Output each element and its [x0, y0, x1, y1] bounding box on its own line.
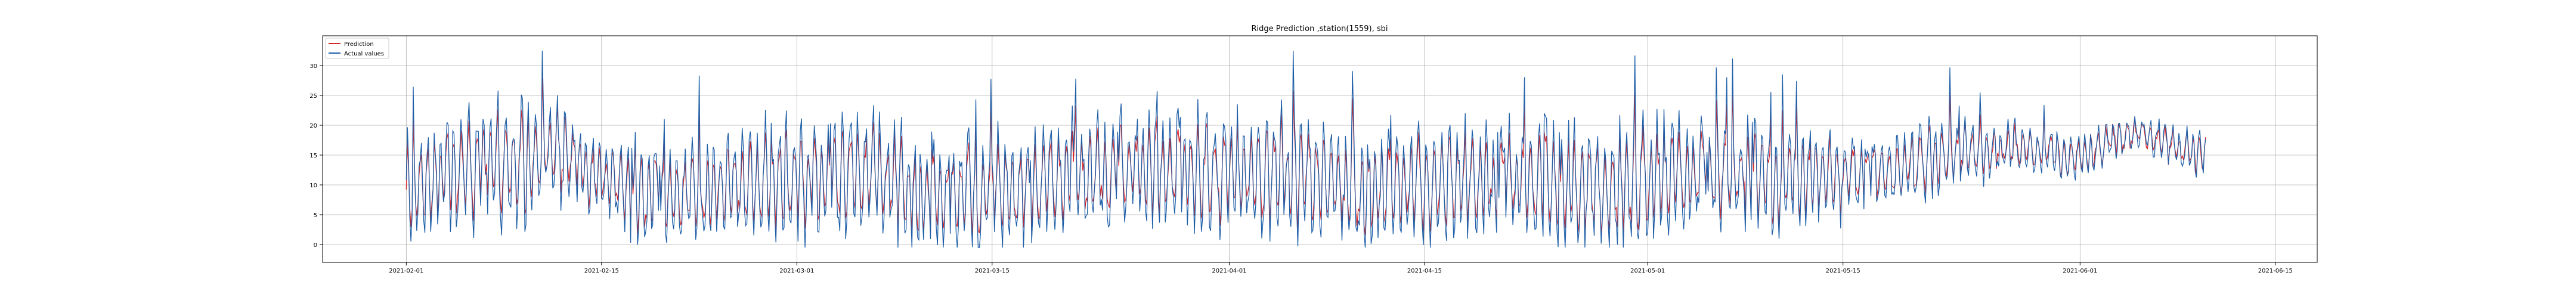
x-tick-label: 2021-02-01 — [389, 268, 423, 274]
x-tick-label: 2021-03-01 — [779, 268, 814, 274]
x-tick-label: 2021-04-01 — [1212, 268, 1246, 274]
legend: Prediction Actual values — [325, 38, 389, 59]
axes: 2021-02-01 2021-02-15 2021-03-01 2021-03-15… — [309, 63, 2293, 274]
x-tick-label: 2021-05-01 — [1630, 268, 1665, 274]
x-tick-label: 2021-04-15 — [1407, 268, 1442, 274]
y-tick-label: 15 — [309, 153, 317, 159]
y-tick-label: 25 — [309, 93, 317, 100]
series-lines — [405, 50, 2206, 248]
legend-prediction-label: Prediction — [344, 41, 374, 48]
actual-values-line — [405, 50, 2206, 248]
legend-box — [325, 38, 389, 59]
grid-lines — [323, 36, 2317, 262]
x-tick-label: 2021-06-01 — [2063, 268, 2097, 274]
legend-actual-label: Actual values — [344, 51, 384, 57]
y-tick-label: 20 — [309, 123, 317, 129]
y-tick-label: 0 — [314, 242, 317, 249]
x-tick-label: 2021-03-15 — [975, 268, 1010, 274]
y-tick-label: 5 — [314, 212, 317, 219]
chart-title: Ridge Prediction ,station(1559), sbi — [1252, 24, 1388, 33]
x-tick-label: 2021-05-15 — [1826, 268, 1860, 274]
y-tick-label: 30 — [309, 63, 317, 70]
plot-frame — [322, 35, 2318, 263]
x-tick-label: 2021-02-15 — [584, 268, 619, 274]
y-tick-label: 10 — [309, 183, 317, 189]
x-tick-label: 2021-06-15 — [2258, 268, 2293, 274]
